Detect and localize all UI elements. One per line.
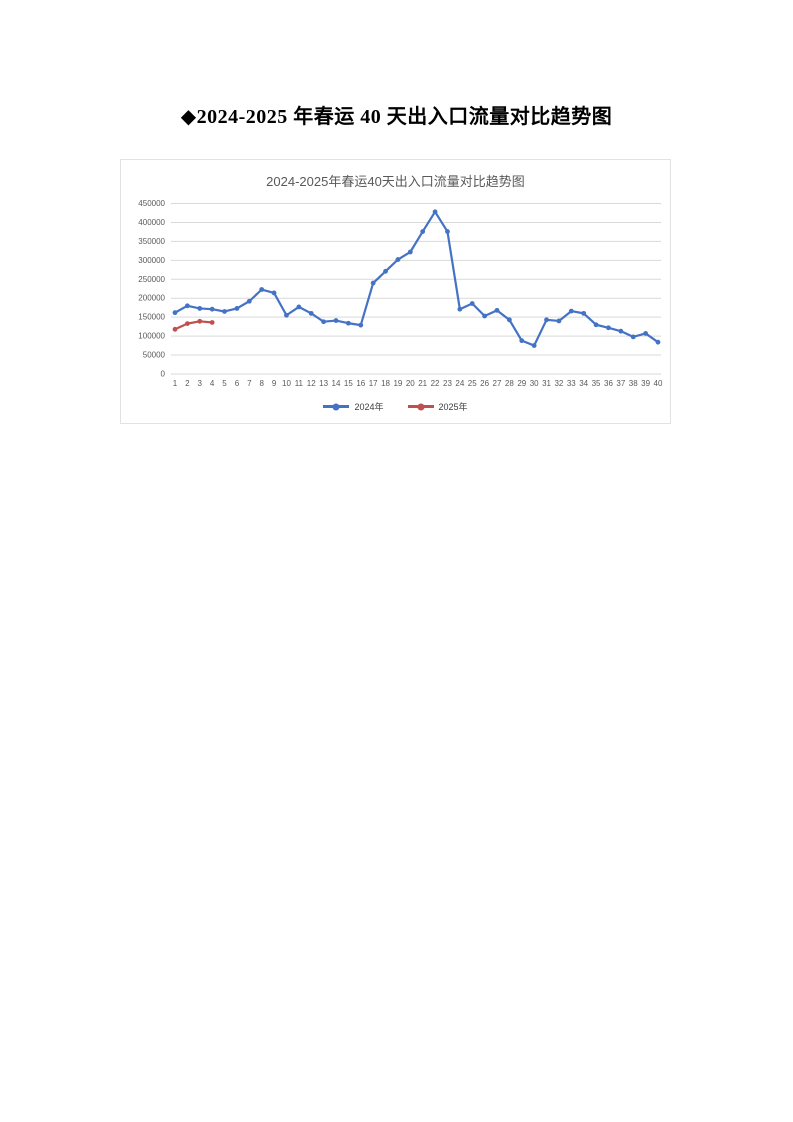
svg-text:200000: 200000 xyxy=(138,294,165,303)
svg-text:150000: 150000 xyxy=(138,313,165,322)
svg-text:26: 26 xyxy=(480,379,489,388)
svg-text:15: 15 xyxy=(344,379,353,388)
svg-text:30: 30 xyxy=(530,379,539,388)
svg-text:37: 37 xyxy=(616,379,625,388)
svg-text:7: 7 xyxy=(247,379,252,388)
svg-text:17: 17 xyxy=(369,379,378,388)
legend-label: 2024年 xyxy=(354,402,384,412)
svg-text:22: 22 xyxy=(431,379,440,388)
svg-text:8: 8 xyxy=(259,379,264,388)
svg-text:5: 5 xyxy=(222,379,227,388)
svg-text:39: 39 xyxy=(641,379,650,388)
svg-text:1: 1 xyxy=(173,379,178,388)
legend-line-marker-icon xyxy=(407,405,434,408)
svg-text:34: 34 xyxy=(579,379,588,388)
svg-text:31: 31 xyxy=(542,379,551,388)
legend-item-2024: 2024年 xyxy=(323,400,384,413)
svg-text:38: 38 xyxy=(629,379,638,388)
svg-text:21: 21 xyxy=(418,379,427,388)
svg-text:50000: 50000 xyxy=(143,351,166,360)
svg-text:24: 24 xyxy=(455,379,464,388)
svg-text:40: 40 xyxy=(654,379,663,388)
svg-text:0: 0 xyxy=(161,370,166,379)
flow-trend-chart: 2024-2025年春运40天出入口流量对比趋势图 0 50000 100000 15… xyxy=(120,159,671,424)
chart-legend: 2024年 2025年 xyxy=(121,400,670,413)
svg-text:12: 12 xyxy=(307,379,316,388)
svg-text:250000: 250000 xyxy=(138,275,165,284)
svg-text:16: 16 xyxy=(356,379,365,388)
svg-text:100000: 100000 xyxy=(138,332,165,341)
svg-text:36: 36 xyxy=(604,379,613,388)
svg-text:20: 20 xyxy=(406,379,415,388)
svg-text:10: 10 xyxy=(282,379,291,388)
document-heading: ◆2024-2025 年春运 40 天出入口流量对比趋势图 xyxy=(180,106,613,128)
svg-text:350000: 350000 xyxy=(138,237,165,246)
svg-text:18: 18 xyxy=(381,379,390,388)
svg-text:6: 6 xyxy=(235,379,240,388)
svg-text:11: 11 xyxy=(295,379,304,388)
svg-text:400000: 400000 xyxy=(138,218,165,227)
svg-text:33: 33 xyxy=(567,379,576,388)
svg-text:2: 2 xyxy=(185,379,190,388)
svg-text:32: 32 xyxy=(554,379,563,388)
svg-text:300000: 300000 xyxy=(138,256,165,265)
svg-text:3: 3 xyxy=(198,379,203,388)
svg-text:4: 4 xyxy=(210,379,215,388)
legend-label: 2025年 xyxy=(438,402,468,412)
chart-plot-area: 0 50000 100000 150000 200000 250000 300000 3500… xyxy=(138,199,663,388)
svg-text:9: 9 xyxy=(272,379,277,388)
svg-text:27: 27 xyxy=(493,379,502,388)
legend-line-marker-icon xyxy=(323,405,350,408)
svg-text:28: 28 xyxy=(505,379,514,388)
svg-text:29: 29 xyxy=(517,379,526,388)
svg-text:35: 35 xyxy=(592,379,601,388)
svg-text:13: 13 xyxy=(319,379,328,388)
svg-text:19: 19 xyxy=(393,379,402,388)
svg-text:23: 23 xyxy=(443,379,452,388)
svg-text:450000: 450000 xyxy=(138,199,165,208)
svg-text:14: 14 xyxy=(332,379,341,388)
svg-text:25: 25 xyxy=(468,379,477,388)
chart-title: 2024-2025年春运40天出入口流量对比趋势图 xyxy=(266,174,525,189)
legend-item-2025: 2025年 xyxy=(407,400,468,413)
